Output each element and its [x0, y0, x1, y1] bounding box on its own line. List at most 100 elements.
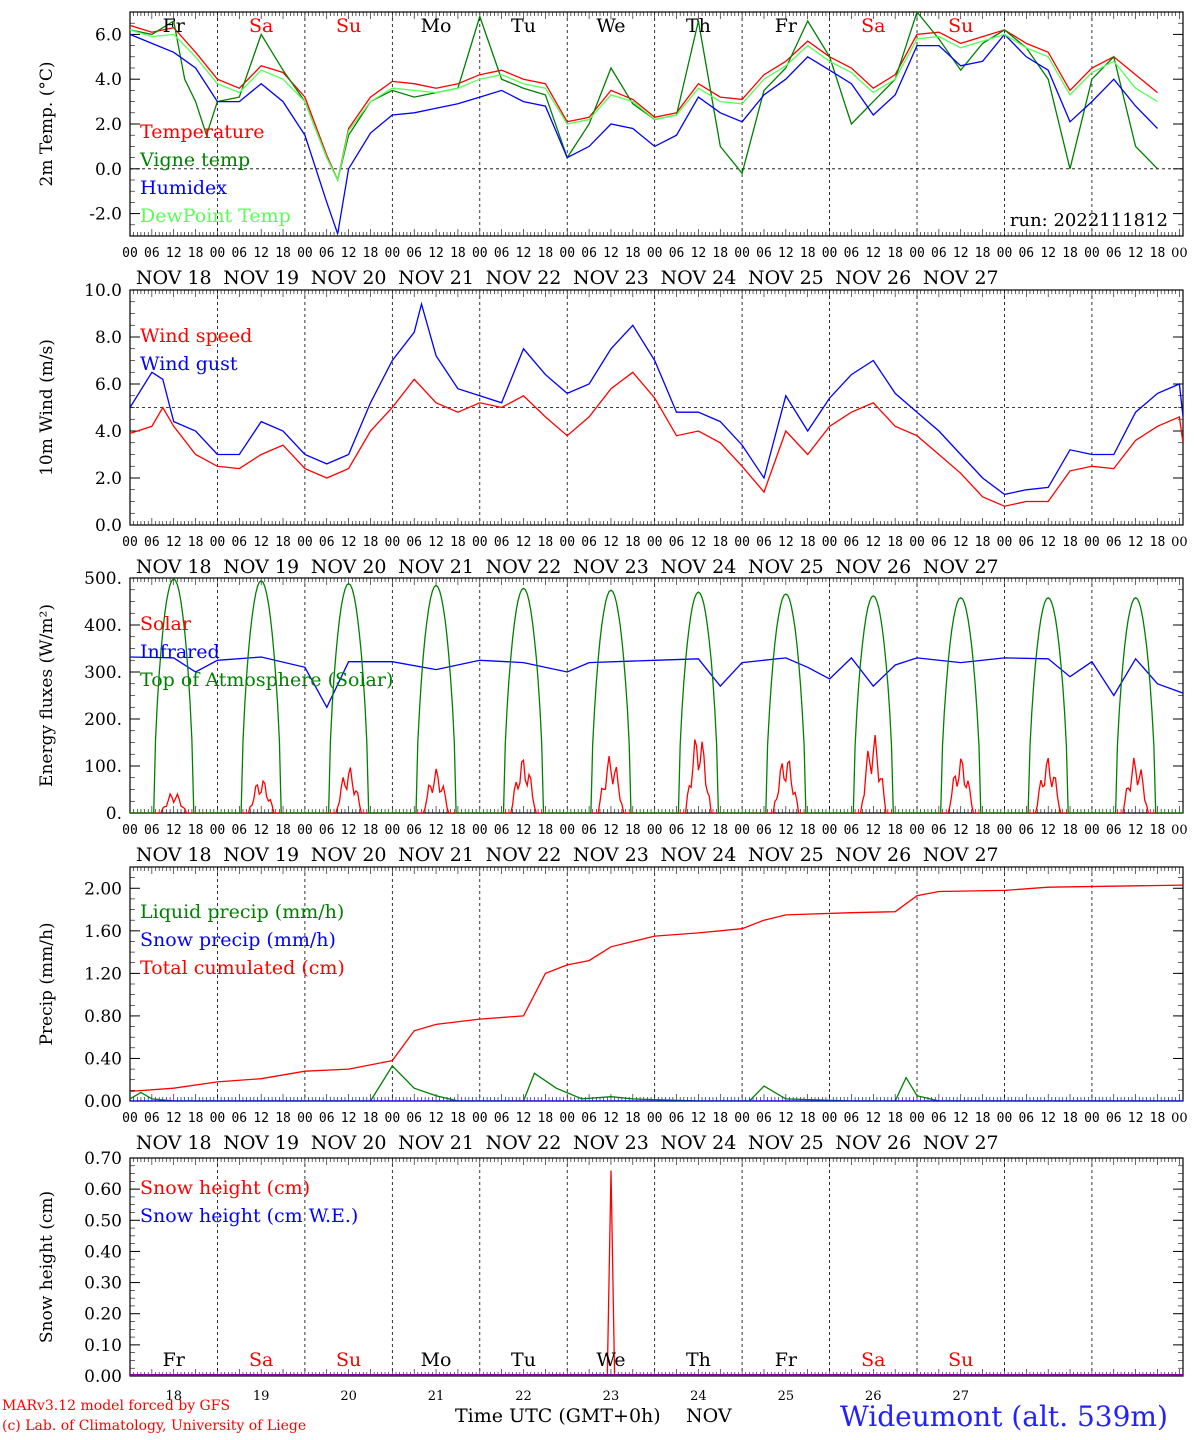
hour-tick-label: 12 — [253, 1111, 269, 1126]
legend-entry: Total cumulated (cm) — [140, 957, 345, 979]
hour-tick-label: 06 — [494, 823, 510, 838]
hour-tick-label: 12 — [428, 1111, 444, 1126]
hour-tick-label: 06 — [931, 246, 947, 261]
hour-tick-label: 18 — [363, 823, 379, 838]
hour-tick-label: 06 — [756, 1111, 772, 1126]
y-tick-label: 10.0 — [84, 281, 122, 301]
hour-tick-label: 18 — [625, 535, 641, 550]
day-label: Tu — [511, 15, 536, 37]
y-tick-label: 6.0 — [95, 375, 122, 395]
hour-tick-label: 00 — [297, 823, 313, 838]
legend-entry: Wind gust — [140, 353, 238, 375]
hour-tick-label: 00 — [647, 246, 663, 261]
hour-tick-label: 18 — [538, 823, 554, 838]
hour-tick-label: 18 — [1150, 1111, 1166, 1126]
day-label: Fr — [775, 1349, 798, 1371]
y-tick-label: 0.80 — [84, 1007, 122, 1027]
hour-tick-label: 12 — [428, 246, 444, 261]
hour-tick-label: 06 — [931, 823, 947, 838]
hour-tick-label: 06 — [844, 823, 860, 838]
bottom-date-label: 19 — [253, 1389, 270, 1404]
date-label: NOV 22 — [486, 267, 562, 289]
hour-tick-label: 00 — [997, 246, 1013, 261]
hour-tick-label: 00 — [385, 823, 401, 838]
y-tick-label: 200. — [84, 710, 122, 730]
y-tick-label: -2.0 — [89, 205, 122, 225]
hour-tick-label: 00 — [122, 1111, 138, 1126]
hour-tick-label: 12 — [603, 535, 619, 550]
date-label: NOV 26 — [835, 844, 911, 866]
date-label: NOV 27 — [923, 844, 999, 866]
hour-tick-label: 18 — [800, 823, 816, 838]
day-label: Sa — [249, 1349, 273, 1371]
hour-tick-label: 18 — [450, 246, 466, 261]
hour-tick-label: 18 — [188, 1111, 204, 1126]
date-label: NOV 24 — [660, 1132, 736, 1154]
legend-entry: Infrared — [140, 641, 220, 663]
hour-tick-label: 12 — [341, 246, 357, 261]
hour-tick-label: 12 — [865, 1111, 881, 1126]
y-tick-label: 0.40 — [84, 1242, 122, 1262]
day-label: Th — [686, 15, 711, 37]
hour-tick-label: 12 — [166, 535, 182, 550]
hour-tick-label: 12 — [1128, 535, 1144, 550]
hour-tick-label: 06 — [144, 246, 160, 261]
date-label: NOV 27 — [923, 556, 999, 578]
hour-tick-label: 12 — [341, 823, 357, 838]
hour-tick-label: 06 — [844, 246, 860, 261]
series-line-infrared — [130, 656, 1183, 709]
date-label: NOV 20 — [311, 267, 387, 289]
hour-tick-label: 18 — [363, 1111, 379, 1126]
hour-tick-label: 00 — [822, 535, 838, 550]
legend-entry: Vigne temp — [139, 149, 250, 171]
hour-tick-label: 12 — [166, 246, 182, 261]
date-label: NOV 25 — [748, 267, 824, 289]
date-label: NOV 21 — [398, 267, 474, 289]
hour-tick-label: 06 — [581, 535, 597, 550]
series-line-wind-gust — [130, 301, 1183, 496]
hour-tick-label: 06 — [144, 1111, 160, 1126]
hour-tick-label: 06 — [581, 823, 597, 838]
hour-tick-label: 12 — [1040, 823, 1056, 838]
day-label: We — [596, 1349, 625, 1371]
hour-tick-label: 06 — [669, 1111, 685, 1126]
hour-tick-label: 06 — [669, 246, 685, 261]
hour-tick-label: 06 — [1106, 823, 1122, 838]
hour-tick-label: 18 — [275, 535, 291, 550]
hour-tick-label: 18 — [712, 535, 728, 550]
hour-tick-label: 18 — [1150, 246, 1166, 261]
hour-tick-label: 00 — [472, 823, 488, 838]
hour-tick-label: 18 — [538, 535, 554, 550]
series-line-solar — [130, 735, 1183, 813]
y-tick-label: 500. — [84, 569, 122, 589]
legend-entry: DewPoint Temp — [140, 205, 291, 227]
hour-tick-label: 00 — [559, 246, 575, 261]
hour-tick-label: 18 — [1150, 535, 1166, 550]
hour-tick-label: 00 — [472, 246, 488, 261]
hour-tick-label: 12 — [516, 823, 532, 838]
hour-tick-label: 00 — [122, 535, 138, 550]
hour-tick-label: 00 — [210, 535, 226, 550]
hour-tick-label: 18 — [887, 1111, 903, 1126]
hour-tick-label: 06 — [406, 246, 422, 261]
hour-tick-label: 06 — [844, 1111, 860, 1126]
hour-tick-label: 00 — [297, 1111, 313, 1126]
hour-tick-label: 06 — [581, 1111, 597, 1126]
y-tick-label: 0.70 — [84, 1149, 122, 1169]
hour-tick-label: 12 — [865, 246, 881, 261]
plot-frame — [129, 11, 1184, 237]
y-tick-label: 0.00 — [84, 1092, 122, 1112]
hour-tick-label: 18 — [450, 1111, 466, 1126]
hour-tick-label: 12 — [691, 823, 707, 838]
hour-tick-label: 18 — [975, 535, 991, 550]
day-label: Sa — [861, 1349, 885, 1371]
hour-tick-label: 00 — [1171, 1111, 1188, 1126]
date-label: NOV 25 — [748, 1132, 824, 1154]
hour-tick-label: 00 — [1084, 246, 1100, 261]
hour-tick-label: 18 — [1150, 823, 1166, 838]
hour-tick-label: 00 — [559, 1111, 575, 1126]
date-label: NOV 23 — [573, 267, 649, 289]
bottom-date-label: 18 — [165, 1389, 182, 1404]
date-label: NOV 22 — [486, 556, 562, 578]
y-tick-label: 0.60 — [84, 1180, 122, 1200]
